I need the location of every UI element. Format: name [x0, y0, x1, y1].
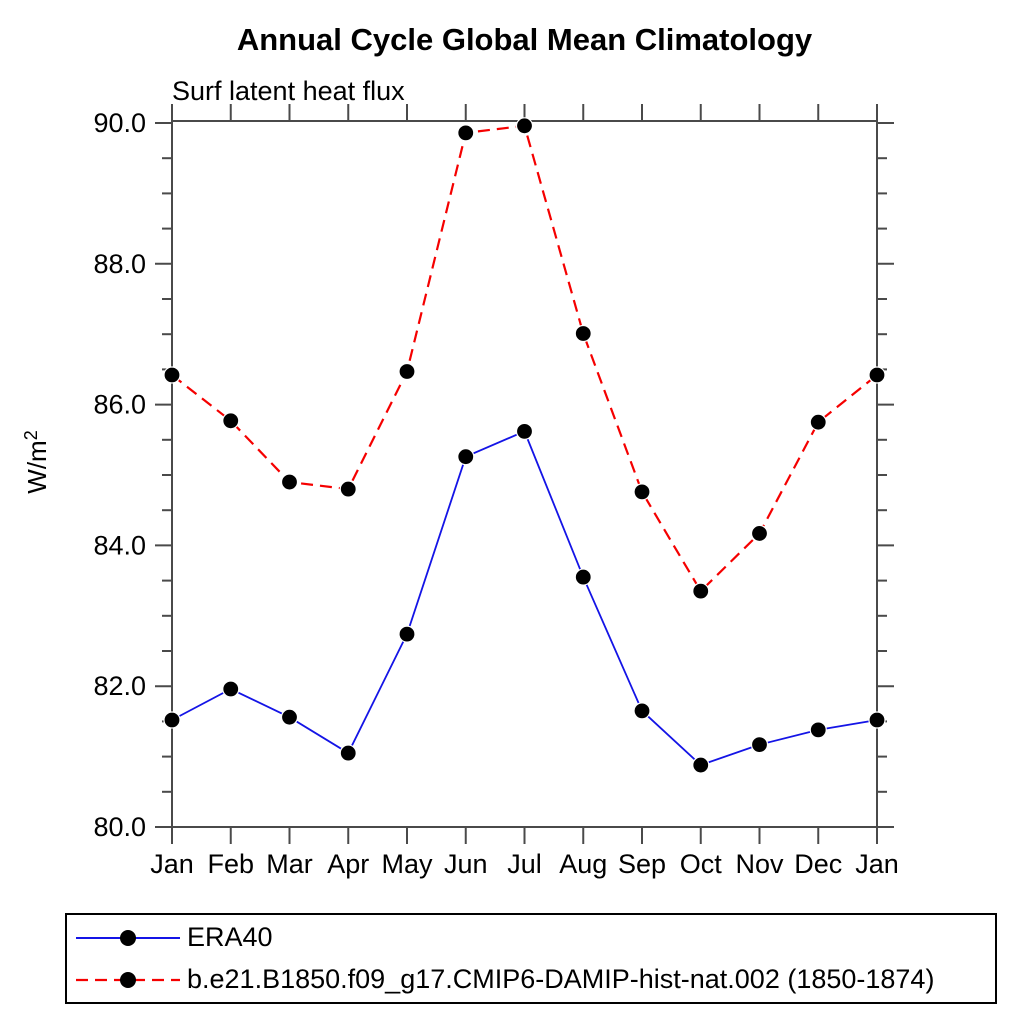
- data-point: [457, 124, 475, 142]
- data-point: [750, 736, 769, 754]
- series-line-1: [171, 124, 878, 593]
- x-tick-label: Nov: [735, 849, 784, 879]
- data-point: [515, 117, 534, 135]
- legend-box: ERA40 b.e21.B1850.f09_g17.CMIP6-DAMIP-hi…: [65, 913, 997, 1004]
- data-point: [574, 568, 592, 586]
- data-point: [633, 483, 651, 501]
- y-tick-label: 88.0: [93, 249, 146, 279]
- legend-item-era40: ERA40: [72, 919, 995, 957]
- data-point: [633, 702, 651, 720]
- data-point: [280, 708, 299, 726]
- data-point: [868, 711, 886, 729]
- data-point: [339, 744, 357, 762]
- x-tick-label: Oct: [680, 849, 723, 879]
- plot-box: [171, 120, 878, 828]
- data-point: [222, 412, 240, 430]
- x-tick-label: Jan: [855, 849, 899, 879]
- era40-line-swatch: [76, 929, 180, 946]
- y-tick-label: 84.0: [93, 530, 146, 560]
- x-tick-label: Sep: [618, 849, 666, 879]
- data-point: [222, 680, 240, 698]
- series-line-0: [171, 430, 878, 767]
- chart-subtitle: Surf latent heat flux: [172, 76, 405, 106]
- data-point: [692, 582, 710, 600]
- data-point: [398, 625, 416, 643]
- data-point: [574, 324, 592, 343]
- y-axis-title: W/m2: [21, 430, 52, 493]
- y-tick-label: 90.0: [93, 108, 146, 138]
- data-point: [339, 480, 357, 498]
- data-point: [692, 756, 710, 774]
- data-point: [809, 413, 827, 431]
- x-tick-label: Dec: [794, 849, 842, 879]
- x-tick-label: Jan: [150, 849, 194, 879]
- x-tick-label: Mar: [266, 849, 313, 879]
- y-tick-label: 82.0: [93, 671, 146, 701]
- data-point: [750, 524, 769, 543]
- legend-label-histnat: b.e21.B1850.f09_g17.CMIP6-DAMIP-hist-nat…: [187, 964, 935, 994]
- data-point: [457, 448, 475, 466]
- x-tick-label: Jun: [444, 849, 488, 879]
- y-tick-label: 86.0: [93, 390, 146, 420]
- x-tick-label: May: [381, 849, 433, 879]
- legend-item-histnat: b.e21.B1850.f09_g17.CMIP6-DAMIP-hist-nat…: [72, 961, 995, 999]
- legend-label-era40: ERA40: [187, 922, 273, 952]
- x-tick-label: Jul: [507, 849, 542, 879]
- histnat-line-swatch: [76, 971, 180, 988]
- data-point: [515, 422, 534, 440]
- data-point: [398, 362, 416, 381]
- data-point: [163, 366, 181, 384]
- data-point: [809, 721, 827, 739]
- x-tick-label: Aug: [559, 849, 607, 879]
- chart-title: Annual Cycle Global Mean Climatology: [236, 22, 813, 57]
- x-tick-label: Apr: [327, 849, 369, 879]
- x-tick-label: Feb: [207, 849, 254, 879]
- data-point: [163, 711, 181, 729]
- y-tick-label: 80.0: [93, 812, 146, 842]
- data-point: [868, 366, 886, 384]
- data-point: [280, 473, 299, 491]
